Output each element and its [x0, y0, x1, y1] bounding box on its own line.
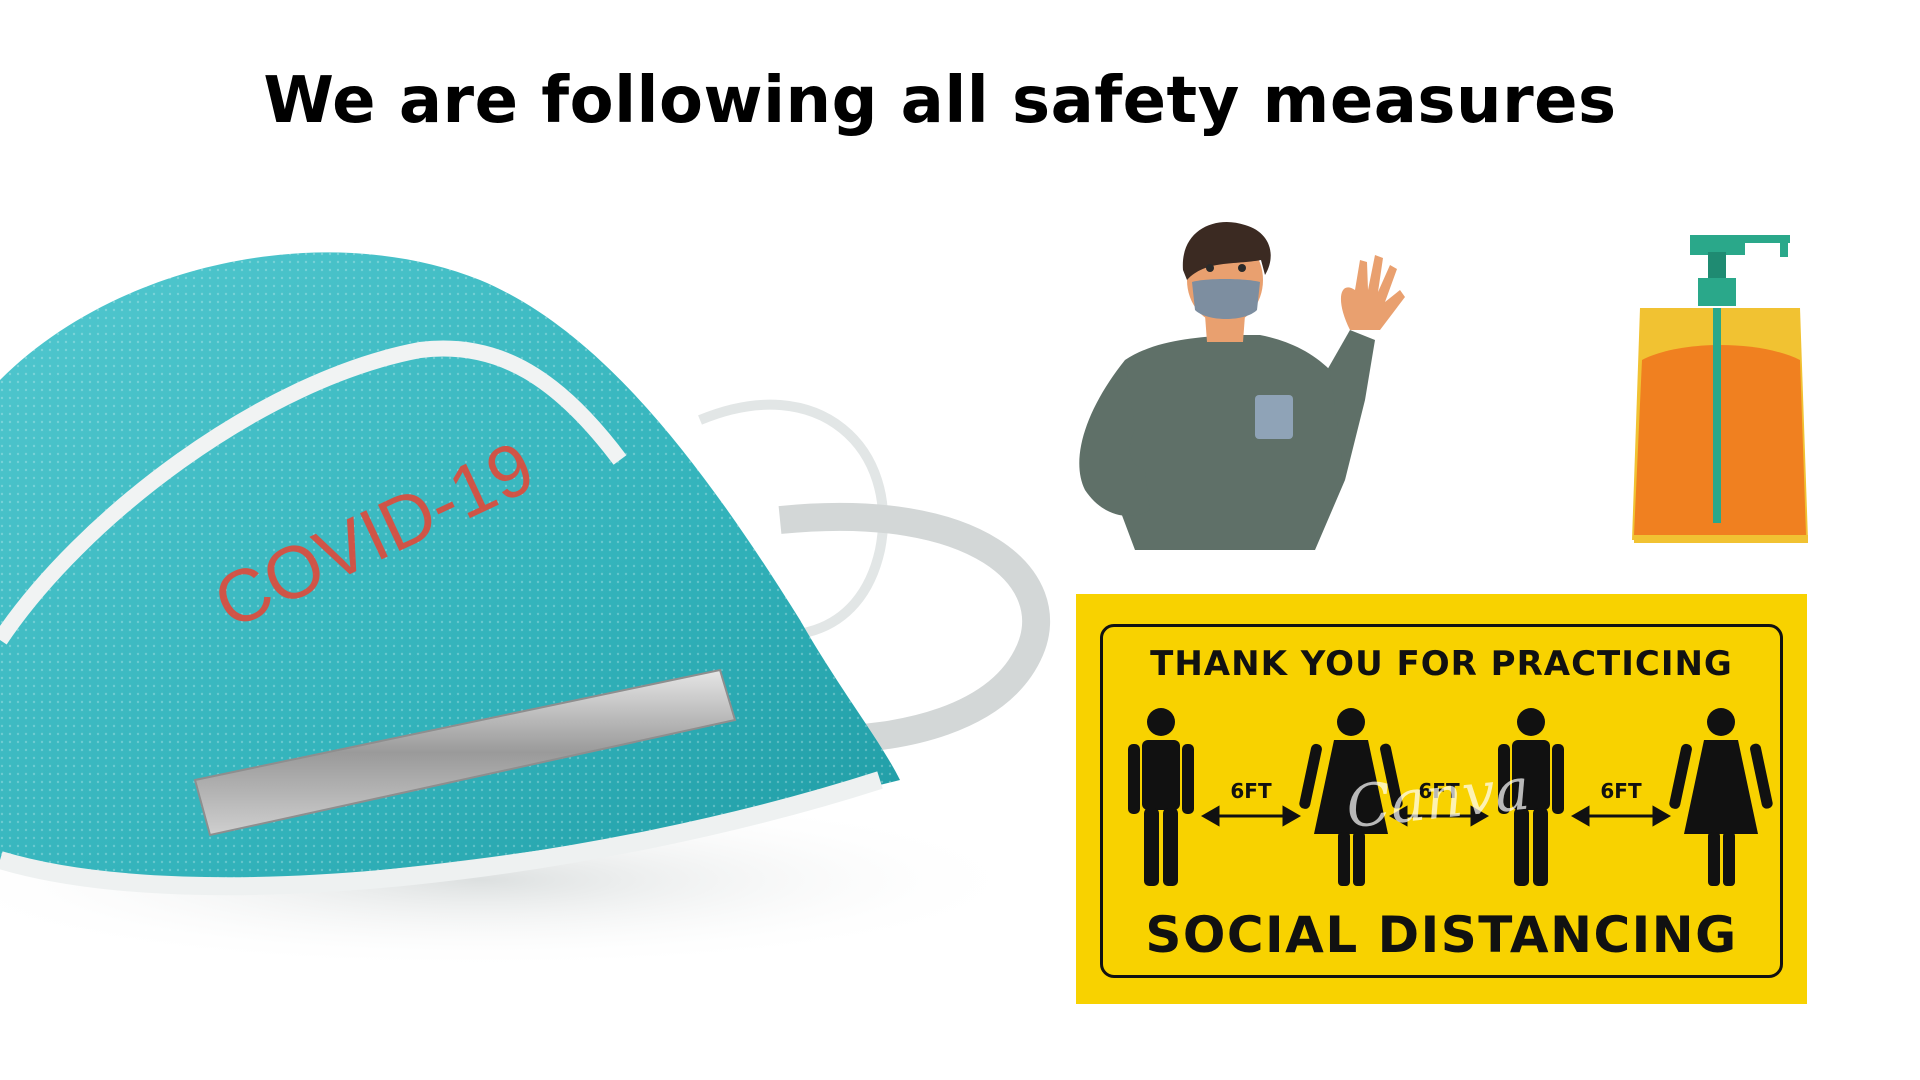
woman-figure-icon: [1299, 708, 1403, 886]
distance-figures: 6FT 6FT 6FT: [1128, 708, 1773, 886]
social-distancing-sign: THANK YOU FOR PRACTICING: [1076, 594, 1807, 1004]
woman-figure-icon: [1669, 708, 1773, 886]
distance-label-2: 6FT: [1418, 779, 1460, 803]
masked-person-waving-icon: [1079, 222, 1405, 550]
sanitizer-bottle-icon: [1632, 235, 1808, 543]
sign-top-text: THANK YOU FOR PRACTICING: [1150, 644, 1733, 684]
distance-arrows: [1200, 805, 1672, 827]
face-mask-icon: COVID-19: [0, 252, 1051, 970]
distance-label-3: 6FT: [1600, 779, 1642, 803]
sign-border: [1100, 624, 1783, 978]
page-title: We are following all safety measures: [263, 64, 1617, 138]
sign-bottom-text: SOCIAL DISTANCING: [1145, 906, 1738, 964]
man-figure-icon: [1128, 708, 1194, 886]
distance-label-1: 6FT: [1230, 779, 1272, 803]
man-figure-icon: [1498, 708, 1564, 886]
